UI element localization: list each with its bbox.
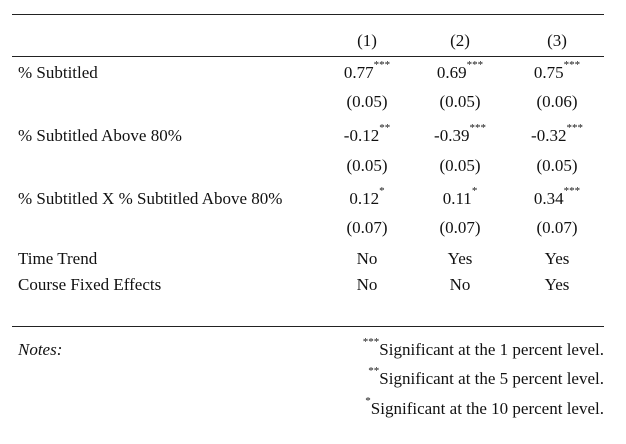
se-cell: (0.05)	[346, 156, 388, 175]
control-cell: Yes	[544, 249, 570, 268]
se-cell: (0.06)	[536, 92, 578, 111]
control-cell: No	[449, 275, 471, 294]
control-label-course-fixed-effects: Course Fixed Effects	[18, 275, 162, 294]
bottom-rule	[12, 326, 604, 327]
coef-cell: 0.12*	[349, 185, 385, 208]
se-cell: (0.07)	[346, 218, 388, 237]
se-cell: (0.05)	[439, 156, 481, 175]
notes-label: Notes:	[18, 340, 63, 359]
coef-cell: 0.69***	[436, 59, 484, 82]
column-header-3: (3)	[547, 31, 567, 50]
coef-cell: 0.34***	[533, 185, 581, 208]
se-cell: (0.05)	[536, 156, 578, 175]
note-line-2: **Significant at the 5 percent level.	[368, 365, 604, 388]
note-line-3: *Significant at the 10 percent level.	[365, 395, 604, 418]
se-cell: (0.07)	[536, 218, 578, 237]
row-label: % Subtitled	[18, 63, 98, 82]
control-cell: Yes	[447, 249, 473, 268]
coef-cell: 0.75***	[533, 59, 581, 82]
coef-cell: -0.32***	[531, 122, 583, 145]
row-label: % Subtitled X % Subtitled Above 80%	[18, 189, 283, 208]
control-label-time-trend: Time Trend	[18, 249, 98, 268]
coef-cell: 0.11*	[442, 185, 478, 208]
top-rule	[12, 14, 604, 15]
se-cell: (0.05)	[439, 92, 481, 111]
se-cell: (0.05)	[346, 92, 388, 111]
control-cell: Yes	[544, 275, 570, 294]
control-cell: No	[356, 275, 378, 294]
column-header-2: (2)	[450, 31, 470, 50]
row-label: % Subtitled Above 80%	[18, 126, 182, 145]
column-header-1: (1)	[357, 31, 377, 50]
coef-cell: 0.77***	[343, 59, 391, 82]
coef-cell: -0.12**	[343, 122, 391, 145]
control-cell: No	[356, 249, 378, 268]
note-line-1: ***Significant at the 1 percent level.	[362, 336, 604, 359]
se-cell: (0.07)	[439, 218, 481, 237]
header-rule	[12, 56, 604, 57]
coef-cell: -0.39***	[434, 122, 486, 145]
